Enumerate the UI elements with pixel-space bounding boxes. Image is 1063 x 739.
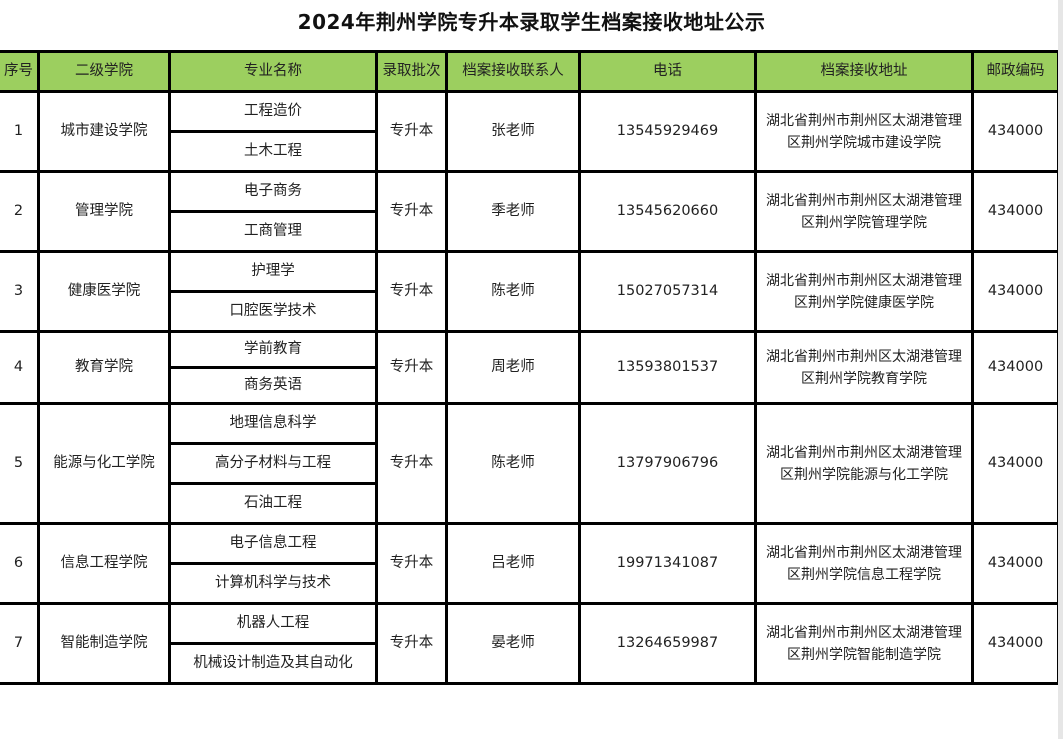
table-row: 高分子材料与工程 xyxy=(0,442,1059,485)
scrollbar-edge xyxy=(1058,0,1063,739)
college-cell: 能源与化工学院 xyxy=(37,402,171,525)
postcode-cell: 434000 xyxy=(971,402,1060,525)
major-cell: 护理学 xyxy=(168,250,378,293)
table-row: 3 健康医学院 护理学 专升本 陈老师 15027057314 湖北省荆州市荆州区太湖港管理… xyxy=(0,250,1060,333)
table-row: 工商管理 xyxy=(0,210,1059,253)
batch-cell: 专升本 xyxy=(375,90,448,173)
header-batch: 录取批次 xyxy=(375,50,448,93)
college-cell: 城市建设学院 xyxy=(37,90,171,173)
archive-address-table: 序号 二级学院 专业名称 录取批次 档案接收联系人 电话 档案接收地址 邮政编码… xyxy=(0,50,1060,685)
major-cell: 学前教育 xyxy=(168,330,378,369)
batch-cell: 专升本 xyxy=(375,522,448,605)
table-row: 口腔医学技术 xyxy=(0,290,1059,333)
address-cell: 湖北省荆州市荆州区太湖港管理区荆州学院管理学院 xyxy=(754,170,974,253)
contact-cell: 吕老师 xyxy=(445,522,581,605)
row-number-cell: 2 xyxy=(0,170,40,253)
header-contact: 档案接收联系人 xyxy=(445,50,581,93)
row-number-cell: 6 xyxy=(0,522,40,605)
major-cell: 机器人工程 xyxy=(168,602,378,645)
batch-cell: 专升本 xyxy=(375,250,448,333)
postcode-cell: 434000 xyxy=(971,170,1060,253)
row-number-cell: 5 xyxy=(0,402,40,525)
major-cell: 电子信息工程 xyxy=(168,522,378,565)
address-cell: 湖北省荆州市荆州区太湖港管理区荆州学院能源与化工学院 xyxy=(754,402,974,525)
contact-cell: 陈老师 xyxy=(445,402,581,525)
header-postcode: 邮政编码 xyxy=(971,50,1060,93)
address-cell: 湖北省荆州市荆州区太湖港管理区荆州学院信息工程学院 xyxy=(754,522,974,605)
table-row: 6 信息工程学院 电子信息工程 专升本 吕老师 19971341087 湖北省荆州市荆州区太… xyxy=(0,522,1060,605)
phone-cell: 15027057314 xyxy=(578,250,757,333)
address-cell: 湖北省荆州市荆州区太湖港管理区荆州学院健康医学院 xyxy=(754,250,974,333)
table-row: 商务英语 xyxy=(0,366,1059,405)
postcode-cell: 434000 xyxy=(971,522,1060,605)
major-cell: 电子商务 xyxy=(168,170,378,213)
phone-cell: 19971341087 xyxy=(578,522,757,605)
college-cell: 教育学院 xyxy=(37,330,171,405)
major-cell: 计算机科学与技术 xyxy=(168,562,378,605)
college-cell: 管理学院 xyxy=(37,170,171,253)
contact-cell: 周老师 xyxy=(445,330,581,405)
major-cell: 石油工程 xyxy=(168,482,378,525)
table-row: 石油工程 xyxy=(0,482,1059,525)
table-header-row: 序号 二级学院 专业名称 录取批次 档案接收联系人 电话 档案接收地址 邮政编码 xyxy=(0,50,1060,93)
table-row: 7 智能制造学院 机器人工程 专升本 晏老师 13264659987 湖北省荆州市荆州区太湖… xyxy=(0,602,1060,685)
header-college: 二级学院 xyxy=(37,50,171,93)
header-major: 专业名称 xyxy=(168,50,378,93)
college-cell: 健康医学院 xyxy=(37,250,171,333)
contact-cell: 晏老师 xyxy=(445,602,581,685)
major-cell: 土木工程 xyxy=(168,130,378,173)
address-cell: 湖北省荆州市荆州区太湖港管理区荆州学院城市建设学院 xyxy=(754,90,974,173)
address-cell: 湖北省荆州市荆州区太湖港管理区荆州学院智能制造学院 xyxy=(754,602,974,685)
major-cell: 商务英语 xyxy=(168,366,378,405)
college-cell: 信息工程学院 xyxy=(37,522,171,605)
phone-cell: 13264659987 xyxy=(578,602,757,685)
row-number-cell: 1 xyxy=(0,90,40,173)
row-number-cell: 7 xyxy=(0,602,40,685)
row-number-cell: 4 xyxy=(0,330,40,405)
table-row: 5 能源与化工学院 地理信息科学 专升本 陈老师 13797906796 湖北省荆州市荆州区… xyxy=(0,402,1060,525)
postcode-cell: 434000 xyxy=(971,602,1060,685)
major-cell: 地理信息科学 xyxy=(168,402,378,445)
college-cell: 智能制造学院 xyxy=(37,602,171,685)
table-row: 计算机科学与技术 xyxy=(0,562,1059,605)
major-cell: 口腔医学技术 xyxy=(168,290,378,333)
batch-cell: 专升本 xyxy=(375,330,448,405)
batch-cell: 专升本 xyxy=(375,170,448,253)
postcode-cell: 434000 xyxy=(971,90,1060,173)
contact-cell: 季老师 xyxy=(445,170,581,253)
major-cell: 机械设计制造及其自动化 xyxy=(168,642,378,685)
phone-cell: 13545929469 xyxy=(578,90,757,173)
phone-cell: 13797906796 xyxy=(578,402,757,525)
header-no: 序号 xyxy=(0,50,40,93)
table-row: 土木工程 xyxy=(0,130,1059,173)
contact-cell: 张老师 xyxy=(445,90,581,173)
postcode-cell: 434000 xyxy=(971,330,1060,405)
batch-cell: 专升本 xyxy=(375,602,448,685)
address-cell: 湖北省荆州市荆州区太湖港管理区荆州学院教育学院 xyxy=(754,330,974,405)
table-row: 机械设计制造及其自动化 xyxy=(0,642,1059,685)
page-title: 2024年荆州学院专升本录取学生档案接收地址公示 xyxy=(297,10,766,34)
contact-cell: 陈老师 xyxy=(445,250,581,333)
row-number-cell: 3 xyxy=(0,250,40,333)
major-cell: 工商管理 xyxy=(168,210,378,253)
table-row: 1 城市建设学院 工程造价 专升本 张老师 13545929469 湖北省荆州市荆州区太湖港… xyxy=(0,90,1060,173)
phone-cell: 13593801537 xyxy=(578,330,757,405)
table-row: 2 管理学院 电子商务 专升本 季老师 13545620660 湖北省荆州市荆州区太湖港管理… xyxy=(0,170,1060,253)
header-phone: 电话 xyxy=(578,50,757,93)
phone-cell: 13545620660 xyxy=(578,170,757,253)
postcode-cell: 434000 xyxy=(971,250,1060,333)
major-cell: 工程造价 xyxy=(168,90,378,133)
batch-cell: 专升本 xyxy=(375,402,448,525)
header-address: 档案接收地址 xyxy=(754,50,974,93)
major-cell: 高分子材料与工程 xyxy=(168,442,378,485)
table-row: 4 教育学院 学前教育 专升本 周老师 13593801537 湖北省荆州市荆州区太湖港管理… xyxy=(0,330,1060,405)
